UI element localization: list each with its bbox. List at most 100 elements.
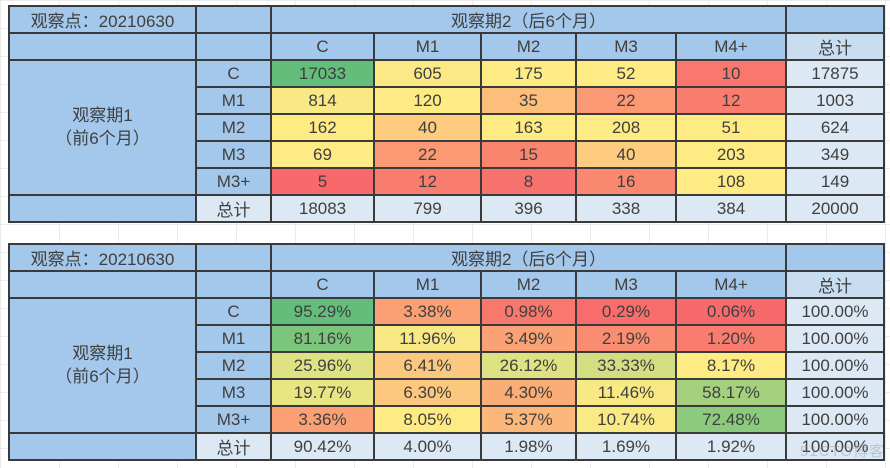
row-total-M1[interactable]: 100.00%: [785, 324, 885, 353]
cell-M3+-M4+[interactable]: 72.48%: [675, 405, 787, 434]
cell-M1-M1[interactable]: 120: [373, 86, 482, 115]
row-header-M3[interactable]: M3: [195, 378, 272, 407]
cell-C-M2[interactable]: 175: [480, 59, 577, 88]
cell-C-M4+[interactable]: 0.06%: [675, 297, 787, 326]
col-header-M4plus[interactable]: M4+: [675, 270, 787, 299]
col-header-M2[interactable]: M2: [480, 32, 577, 61]
observation-point-label[interactable]: 观察点：20210630: [8, 5, 197, 34]
blank-cell[interactable]: [8, 194, 197, 223]
grand-total[interactable]: 100.00%: [785, 432, 885, 461]
col-total-C[interactable]: 90.42%: [270, 432, 375, 461]
cell-M1-M4+[interactable]: 12: [675, 86, 787, 115]
cell-M1-M2[interactable]: 35: [480, 86, 577, 115]
cell-M2-M2[interactable]: 26.12%: [480, 351, 577, 380]
col-header-total[interactable]: 总计: [785, 270, 885, 299]
grand-total[interactable]: 20000: [785, 194, 885, 223]
cell-M3+-M1[interactable]: 8.05%: [373, 405, 482, 434]
col-total-M3[interactable]: 338: [575, 194, 677, 223]
cell-M3+-C[interactable]: 3.36%: [270, 405, 375, 434]
cell-M2-M1[interactable]: 40: [373, 113, 482, 142]
col-total-M1[interactable]: 4.00%: [373, 432, 482, 461]
row-header-C[interactable]: C: [195, 59, 272, 88]
col-header-M3[interactable]: M3: [575, 270, 677, 299]
cell-M1-C[interactable]: 81.16%: [270, 324, 375, 353]
cell-M2-M3[interactable]: 33.33%: [575, 351, 677, 380]
cell-M1-M3[interactable]: 22: [575, 86, 677, 115]
col-total-C[interactable]: 18083: [270, 194, 375, 223]
cell-M3-M3[interactable]: 11.46%: [575, 378, 677, 407]
cell-M3+-C[interactable]: 5: [270, 167, 375, 196]
col-header-M3[interactable]: M3: [575, 32, 677, 61]
cell-C-C[interactable]: 95.29%: [270, 297, 375, 326]
col-header-C[interactable]: C: [270, 270, 375, 299]
cell-M1-M4+[interactable]: 1.20%: [675, 324, 787, 353]
cell-C-C[interactable]: 17033: [270, 59, 375, 88]
cell-M3+-M3[interactable]: 16: [575, 167, 677, 196]
corner-blank-cell[interactable]: [785, 243, 885, 272]
cell-M2-M2[interactable]: 163: [480, 113, 577, 142]
row-total-C[interactable]: 100.00%: [785, 297, 885, 326]
cell-M1-M1[interactable]: 11.96%: [373, 324, 482, 353]
cell-M1-C[interactable]: 814: [270, 86, 375, 115]
col-total-M4+[interactable]: 1.92%: [675, 432, 787, 461]
col-total-M3[interactable]: 1.69%: [575, 432, 677, 461]
row-total-M2[interactable]: 624: [785, 113, 885, 142]
blank-cell[interactable]: [8, 432, 197, 461]
row-total-M3[interactable]: 349: [785, 140, 885, 169]
col-header-M1[interactable]: M1: [373, 270, 482, 299]
cell-M2-M1[interactable]: 6.41%: [373, 351, 482, 380]
row-header-M3[interactable]: M3: [195, 140, 272, 169]
cell-C-M3[interactable]: 52: [575, 59, 677, 88]
cell-C-M1[interactable]: 3.38%: [373, 297, 482, 326]
col-header-M1[interactable]: M1: [373, 32, 482, 61]
cell-M3+-M4+[interactable]: 108: [675, 167, 787, 196]
col-header-C[interactable]: C: [270, 32, 375, 61]
cell-M3+-M2[interactable]: 5.37%: [480, 405, 577, 434]
cell-C-M2[interactable]: 0.98%: [480, 297, 577, 326]
row-header-M2[interactable]: M2: [195, 351, 272, 380]
row-total-M3[interactable]: 100.00%: [785, 378, 885, 407]
row-header-M3+[interactable]: M3+: [195, 167, 272, 196]
col-total-M1[interactable]: 799: [373, 194, 482, 223]
row-header-M3+[interactable]: M3+: [195, 405, 272, 434]
blank-cell[interactable]: [8, 270, 197, 299]
total-row-header[interactable]: 总计: [195, 194, 272, 223]
row-total-M3+[interactable]: 149: [785, 167, 885, 196]
col-total-M2[interactable]: 1.98%: [480, 432, 577, 461]
cell-M1-M3[interactable]: 2.19%: [575, 324, 677, 353]
col-total-M4+[interactable]: 384: [675, 194, 787, 223]
blank-cell[interactable]: [195, 270, 272, 299]
total-row-header[interactable]: 总计: [195, 432, 272, 461]
blank-cell[interactable]: [195, 5, 272, 34]
cell-M3-M2[interactable]: 4.30%: [480, 378, 577, 407]
col-total-M2[interactable]: 396: [480, 194, 577, 223]
blank-cell[interactable]: [195, 32, 272, 61]
cell-M3+-M2[interactable]: 8: [480, 167, 577, 196]
blank-cell[interactable]: [8, 32, 197, 61]
cell-M2-M4+[interactable]: 51: [675, 113, 787, 142]
cell-M2-C[interactable]: 25.96%: [270, 351, 375, 380]
row-total-M2[interactable]: 100.00%: [785, 351, 885, 380]
col-header-M4plus[interactable]: M4+: [675, 32, 787, 61]
column-group-header[interactable]: 观察期2（后6个月）: [270, 243, 787, 272]
cell-M2-M3[interactable]: 208: [575, 113, 677, 142]
cell-M3+-M1[interactable]: 12: [373, 167, 482, 196]
cell-M3-M3[interactable]: 40: [575, 140, 677, 169]
cell-M3-M1[interactable]: 22: [373, 140, 482, 169]
observation-point-label[interactable]: 观察点：20210630: [8, 243, 197, 272]
row-header-M1[interactable]: M1: [195, 86, 272, 115]
blank-cell[interactable]: [195, 243, 272, 272]
row-total-M1[interactable]: 1003: [785, 86, 885, 115]
cell-M3-C[interactable]: 19.77%: [270, 378, 375, 407]
row-header-C[interactable]: C: [195, 297, 272, 326]
row-total-C[interactable]: 17875: [785, 59, 885, 88]
cell-C-M1[interactable]: 605: [373, 59, 482, 88]
cell-M3+-M3[interactable]: 10.74%: [575, 405, 677, 434]
row-header-M2[interactable]: M2: [195, 113, 272, 142]
cell-C-M3[interactable]: 0.29%: [575, 297, 677, 326]
cell-M3-M4+[interactable]: 58.17%: [675, 378, 787, 407]
cell-M3-M4+[interactable]: 203: [675, 140, 787, 169]
cell-M2-C[interactable]: 162: [270, 113, 375, 142]
corner-blank-cell[interactable]: [785, 5, 885, 34]
row-group-header[interactable]: 观察期1 （前6个月）: [8, 297, 197, 434]
